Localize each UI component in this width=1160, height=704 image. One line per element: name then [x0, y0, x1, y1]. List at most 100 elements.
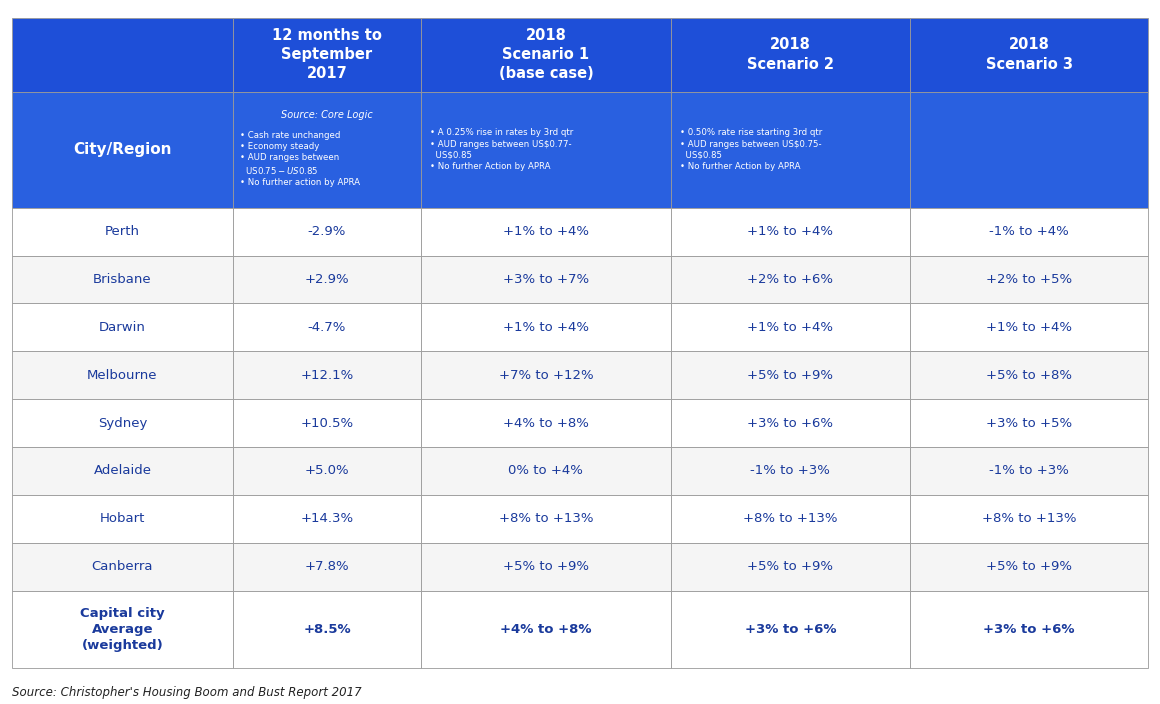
Text: • A 0.25% rise in rates by 3rd qtr
• AUD ranges between US$0.77-
  US$0.85
• No : • A 0.25% rise in rates by 3rd qtr • AUD… [430, 128, 573, 171]
Text: -4.7%: -4.7% [307, 321, 346, 334]
Text: +2.9%: +2.9% [305, 273, 349, 286]
Bar [233, 92, 421, 208]
Text: 2018
Scenario 1
(base case): 2018 Scenario 1 (base case) [499, 28, 593, 81]
Text: +5% to +9%: +5% to +9% [747, 369, 833, 382]
Bar [233, 351, 421, 399]
Bar [909, 495, 1148, 543]
Text: Darwin: Darwin [99, 321, 146, 334]
Text: +3% to +6%: +3% to +6% [745, 623, 836, 636]
Bar [233, 495, 421, 543]
Text: +1% to +4%: +1% to +4% [747, 321, 833, 334]
Bar [909, 18, 1148, 92]
Bar [909, 208, 1148, 256]
Bar [909, 92, 1148, 208]
Bar [12, 543, 233, 591]
Bar [233, 543, 421, 591]
Bar [421, 543, 670, 591]
Bar [12, 447, 233, 495]
Bar [421, 351, 670, 399]
Text: +7% to +12%: +7% to +12% [499, 369, 593, 382]
Text: +5.0%: +5.0% [305, 465, 349, 477]
Text: +8% to +13%: +8% to +13% [744, 513, 838, 525]
Bar [909, 543, 1148, 591]
Bar [12, 591, 233, 668]
Bar [421, 399, 670, 447]
Bar [670, 18, 909, 92]
Text: +3% to +5%: +3% to +5% [986, 417, 1072, 429]
Text: +1% to +4%: +1% to +4% [747, 225, 833, 238]
Text: Source: Christopher's Housing Boom and Bust Report 2017: Source: Christopher's Housing Boom and B… [12, 686, 361, 698]
Text: 12 months to
September
2017: 12 months to September 2017 [273, 28, 382, 81]
Bar [12, 399, 233, 447]
Bar [233, 208, 421, 256]
Text: +10.5%: +10.5% [300, 417, 354, 429]
Bar [421, 256, 670, 303]
Text: +5% to +9%: +5% to +9% [503, 560, 589, 573]
Text: • Cash rate unchanged
• Economy steady
• AUD ranges between
  US$0.75-US$0.85
• : • Cash rate unchanged • Economy steady •… [240, 131, 361, 187]
Text: Melbourne: Melbourne [87, 369, 158, 382]
Bar [233, 447, 421, 495]
Text: +14.3%: +14.3% [300, 513, 354, 525]
Bar [670, 256, 909, 303]
Text: +4% to +8%: +4% to +8% [500, 623, 592, 636]
Text: +5% to +8%: +5% to +8% [986, 369, 1072, 382]
Bar [670, 543, 909, 591]
Bar [421, 208, 670, 256]
Text: Source: Core Logic: Source: Core Logic [281, 110, 372, 120]
Text: Canberra: Canberra [92, 560, 153, 573]
Text: +12.1%: +12.1% [300, 369, 354, 382]
Text: Adelaide: Adelaide [94, 465, 152, 477]
Bar [909, 256, 1148, 303]
Text: +3% to +7%: +3% to +7% [502, 273, 589, 286]
Bar [670, 208, 909, 256]
Text: -1% to +3%: -1% to +3% [989, 465, 1070, 477]
Text: +2% to +6%: +2% to +6% [747, 273, 833, 286]
Text: -2.9%: -2.9% [307, 225, 346, 238]
Bar [233, 591, 421, 668]
Text: Brisbane: Brisbane [93, 273, 152, 286]
Text: 2018
Scenario 2: 2018 Scenario 2 [747, 37, 834, 72]
Bar [909, 399, 1148, 447]
Bar [909, 447, 1148, 495]
Bar [670, 591, 909, 668]
Bar [12, 92, 233, 208]
Bar [670, 447, 909, 495]
Text: +3% to +6%: +3% to +6% [747, 417, 833, 429]
Text: City/Region: City/Region [73, 142, 172, 157]
Bar [670, 495, 909, 543]
Text: +1% to +4%: +1% to +4% [503, 225, 589, 238]
Text: +1% to +4%: +1% to +4% [503, 321, 589, 334]
Bar [12, 351, 233, 399]
Bar [670, 303, 909, 351]
Text: 2018
Scenario 3: 2018 Scenario 3 [986, 37, 1073, 72]
Bar [421, 591, 670, 668]
Bar [12, 495, 233, 543]
Text: +4% to +8%: +4% to +8% [503, 417, 589, 429]
Text: +2% to +5%: +2% to +5% [986, 273, 1072, 286]
Text: +8% to +13%: +8% to +13% [981, 513, 1076, 525]
Text: -1% to +4%: -1% to +4% [989, 225, 1068, 238]
Bar [670, 399, 909, 447]
Bar [421, 92, 670, 208]
Text: -1% to +3%: -1% to +3% [751, 465, 831, 477]
Text: +8.5%: +8.5% [303, 623, 350, 636]
Text: +7.8%: +7.8% [305, 560, 349, 573]
Bar [12, 256, 233, 303]
Bar [421, 447, 670, 495]
Text: +3% to +6%: +3% to +6% [984, 623, 1075, 636]
Text: Sydney: Sydney [97, 417, 147, 429]
Bar [233, 18, 421, 92]
Bar [909, 303, 1148, 351]
Bar [421, 303, 670, 351]
Bar [233, 256, 421, 303]
Text: 0% to +4%: 0% to +4% [508, 465, 583, 477]
Text: • 0.50% rate rise starting 3rd qtr
• AUD ranges between US$0.75-
  US$0.85
• No : • 0.50% rate rise starting 3rd qtr • AUD… [680, 128, 822, 171]
Bar [12, 303, 233, 351]
Text: +1% to +4%: +1% to +4% [986, 321, 1072, 334]
Bar [670, 92, 909, 208]
Bar [421, 495, 670, 543]
Bar [909, 591, 1148, 668]
Bar [670, 351, 909, 399]
Bar [233, 399, 421, 447]
Bar [421, 18, 670, 92]
